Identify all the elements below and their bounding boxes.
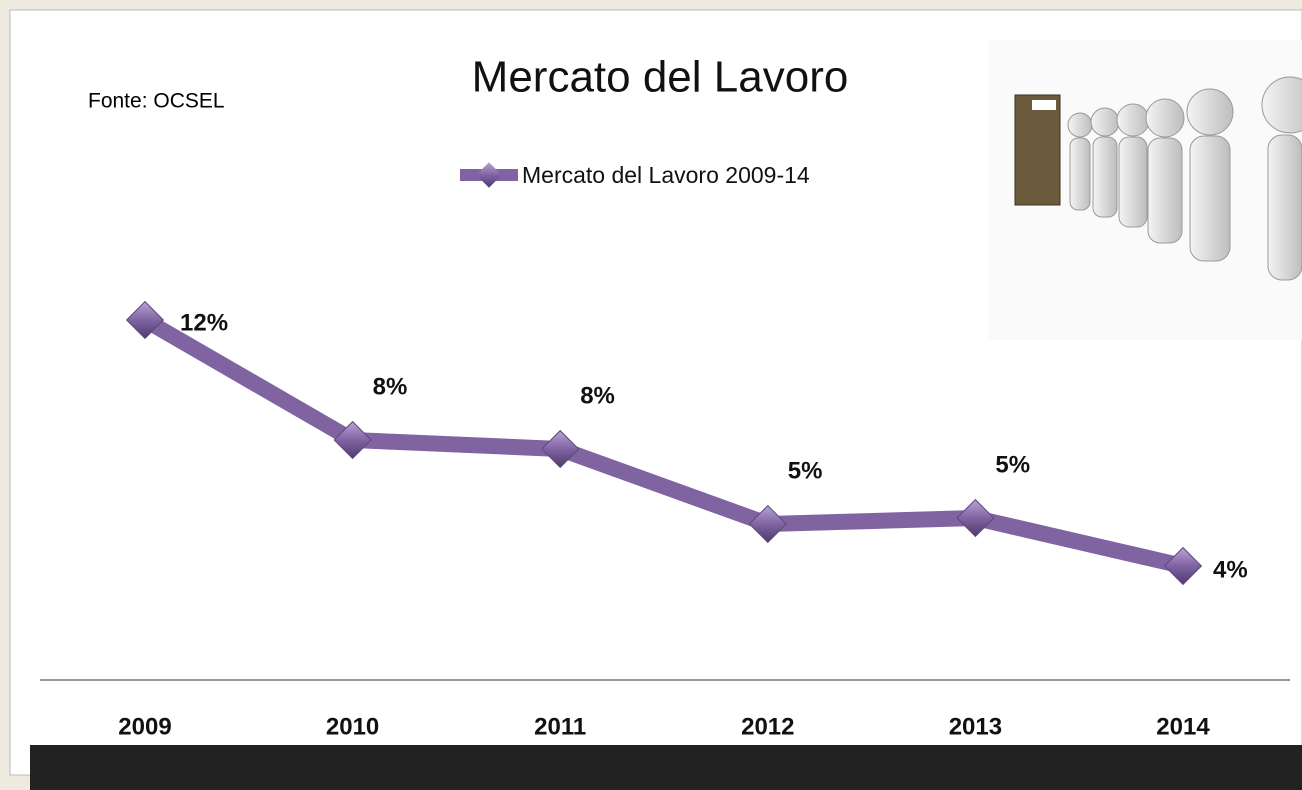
data-label: 12% bbox=[180, 309, 228, 336]
data-label: 5% bbox=[788, 457, 823, 484]
illustration bbox=[988, 40, 1302, 340]
x-tick-label: 2010 bbox=[326, 713, 379, 740]
source: Fonte: OCSEL bbox=[88, 90, 225, 113]
chart-title: Mercato del Lavoro bbox=[472, 53, 849, 102]
point-marker bbox=[1163, 546, 1203, 586]
point-marker bbox=[125, 300, 165, 340]
point-marker bbox=[333, 420, 372, 460]
data-label: 4% bbox=[1213, 556, 1248, 583]
legend-marker bbox=[476, 162, 502, 188]
legend-label: Mercato del Lavoro 2009-14 bbox=[522, 162, 810, 188]
data-label: 8% bbox=[373, 373, 408, 400]
x-tick-label: 2014 bbox=[1156, 713, 1210, 740]
x-tick-label: 2011 bbox=[534, 713, 586, 740]
data-label: 5% bbox=[995, 451, 1030, 478]
data-label: 8% bbox=[580, 382, 615, 409]
point-marker bbox=[541, 429, 580, 469]
series-line bbox=[140, 313, 1185, 574]
x-tick-label: 2013 bbox=[949, 713, 1002, 740]
footer-bar bbox=[30, 745, 1302, 790]
point-marker bbox=[956, 498, 995, 538]
point-marker bbox=[748, 504, 787, 544]
x-tick-label: 2009 bbox=[118, 713, 171, 740]
x-tick-label: 2012 bbox=[741, 713, 794, 740]
